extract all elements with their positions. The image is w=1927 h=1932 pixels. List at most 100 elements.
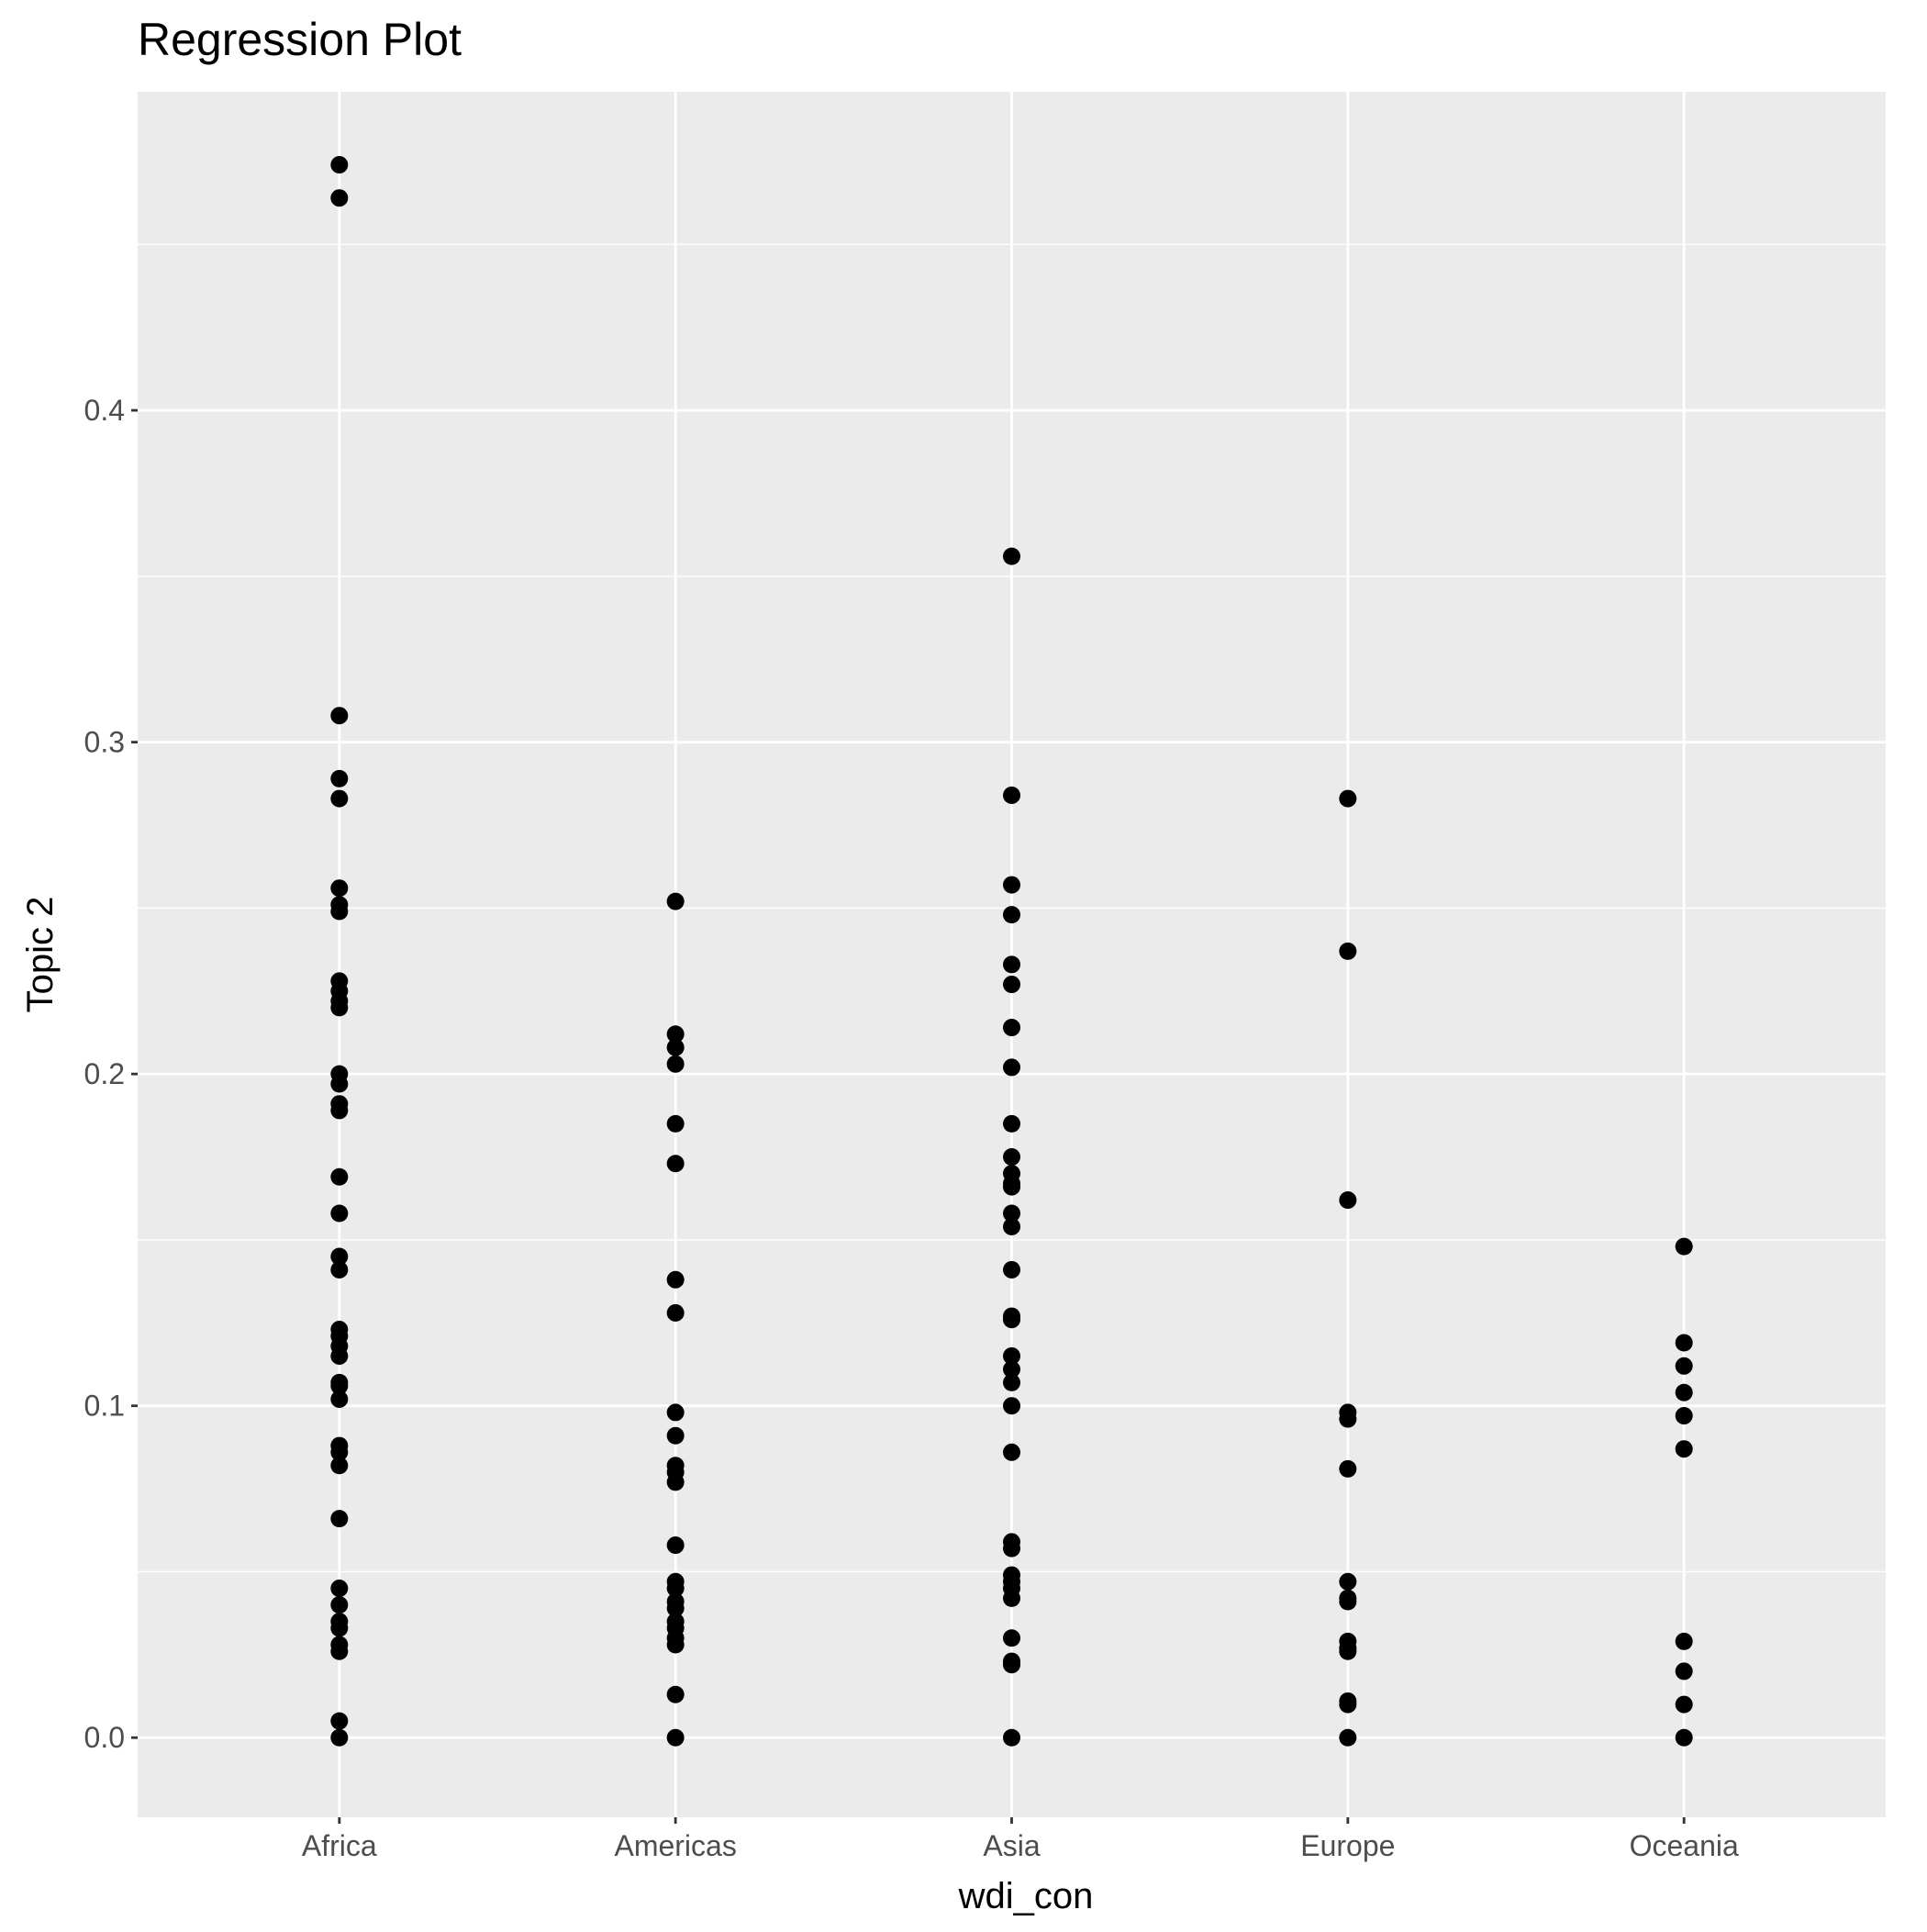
data-point <box>1003 1728 1020 1747</box>
data-point <box>666 1403 685 1422</box>
data-point <box>330 1247 349 1266</box>
data-point <box>1003 1311 1020 1329</box>
x-axis-title: wdi_con <box>958 1876 1094 1916</box>
data-point <box>1675 1695 1693 1714</box>
data-point <box>330 789 349 808</box>
data-point <box>330 879 349 898</box>
data-point <box>1339 942 1357 960</box>
data-point <box>1003 1058 1020 1077</box>
data-point <box>1675 1237 1693 1256</box>
data-point <box>1003 1656 1020 1674</box>
data-point <box>330 1457 349 1475</box>
data-point <box>1003 1019 1020 1037</box>
y-tick-label: 0.0 <box>84 1721 125 1754</box>
data-point <box>666 1055 685 1073</box>
data-point <box>1003 955 1020 974</box>
data-point <box>1675 1334 1693 1352</box>
data-point <box>330 156 349 174</box>
data-point <box>1675 1407 1693 1425</box>
data-point <box>330 1260 349 1279</box>
data-point <box>330 1712 349 1730</box>
data-point <box>1675 1728 1693 1747</box>
data-point <box>1675 1383 1693 1402</box>
data-point <box>1675 1662 1693 1681</box>
data-point <box>330 1346 349 1365</box>
data-point <box>666 892 685 910</box>
y-tick-label: 0.2 <box>84 1057 125 1090</box>
data-point <box>330 1580 349 1598</box>
data-point <box>1339 1592 1357 1611</box>
data-point <box>666 1685 685 1703</box>
data-point <box>330 1510 349 1528</box>
data-point <box>666 1473 685 1491</box>
data-point <box>1003 1260 1020 1279</box>
y-tick-label: 0.3 <box>84 726 125 759</box>
x-tick-label: Africa <box>302 1829 377 1862</box>
data-point <box>1675 1440 1693 1458</box>
y-axis: 0.0 0.1 0.2 0.3 0.4 <box>84 394 138 1754</box>
data-point <box>330 1075 349 1093</box>
data-point <box>330 1443 349 1461</box>
data-point <box>1003 1360 1020 1379</box>
data-point <box>1003 976 1020 994</box>
data-point <box>666 1038 685 1056</box>
data-point <box>666 1270 685 1289</box>
data-point <box>1003 1148 1020 1167</box>
data-point <box>330 1596 349 1614</box>
points-layer <box>330 156 1693 1747</box>
x-tick-label: Americas <box>614 1829 736 1862</box>
data-point <box>330 769 349 787</box>
data-point <box>1339 1728 1357 1747</box>
data-point <box>666 1114 685 1133</box>
x-tick-label: Asia <box>983 1829 1040 1862</box>
data-point <box>1003 547 1020 565</box>
x-tick-label: Europe <box>1300 1829 1395 1862</box>
y-tick-label: 0.4 <box>84 394 125 427</box>
data-point <box>330 902 349 921</box>
data-point <box>666 1599 685 1617</box>
data-point <box>1003 1204 1020 1223</box>
y-axis-title: Topic 2 <box>20 897 61 1013</box>
data-point <box>1003 1443 1020 1461</box>
data-point <box>330 1204 349 1223</box>
data-point <box>1003 876 1020 894</box>
data-point <box>330 1642 349 1660</box>
data-point <box>1339 789 1357 808</box>
data-point <box>666 1580 685 1598</box>
x-axis: Africa Americas Asia Europe Oceania <box>302 1817 1739 1862</box>
x-tick-label: Oceania <box>1630 1829 1739 1862</box>
data-point <box>666 1155 685 1173</box>
chart-title: Regression Plot <box>138 14 462 65</box>
data-point <box>330 1728 349 1747</box>
data-point <box>330 1167 349 1186</box>
data-point <box>330 1390 349 1408</box>
data-point <box>1339 1642 1357 1660</box>
data-point <box>1339 1572 1357 1591</box>
data-point <box>1339 1410 1357 1428</box>
data-point <box>1675 1357 1693 1375</box>
data-point <box>1339 1459 1357 1478</box>
data-point <box>330 1619 349 1637</box>
data-point <box>1003 1178 1020 1196</box>
data-point <box>666 1426 685 1445</box>
data-point <box>1003 1114 1020 1133</box>
data-point <box>1339 1191 1357 1210</box>
data-point <box>330 189 349 207</box>
data-point <box>330 1377 349 1395</box>
data-point <box>1339 1695 1357 1714</box>
data-point <box>1003 1346 1020 1365</box>
data-point <box>666 1636 685 1654</box>
data-point <box>330 999 349 1017</box>
data-point <box>1003 1539 1020 1558</box>
data-point <box>1003 1217 1020 1235</box>
data-point <box>666 1025 685 1044</box>
data-point <box>330 707 349 725</box>
data-point <box>1003 786 1020 804</box>
data-point <box>1003 1373 1020 1391</box>
data-point <box>1003 1629 1020 1647</box>
data-point <box>330 1101 349 1120</box>
data-point <box>1003 1589 1020 1607</box>
data-point <box>666 1728 685 1747</box>
